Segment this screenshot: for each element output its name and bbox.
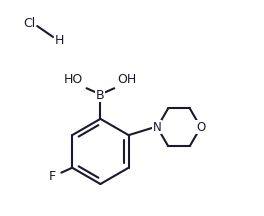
Text: N: N <box>153 121 162 134</box>
Text: O: O <box>196 121 205 134</box>
Text: Cl: Cl <box>23 17 35 30</box>
Text: H: H <box>54 34 64 47</box>
Text: F: F <box>49 170 56 183</box>
Text: OH: OH <box>117 73 137 86</box>
Text: HO: HO <box>64 73 83 86</box>
Text: B: B <box>96 89 105 102</box>
